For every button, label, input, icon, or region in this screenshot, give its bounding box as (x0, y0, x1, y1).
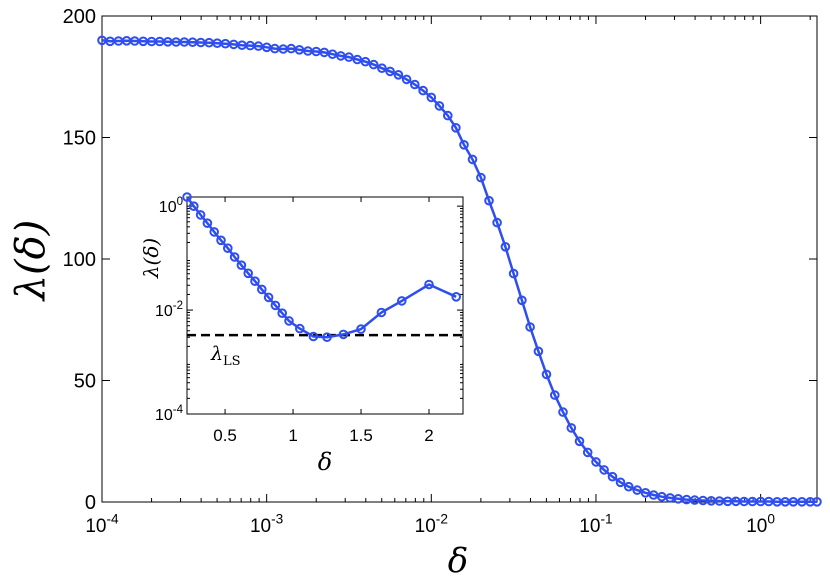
inset-y-ticks: 10-4 10-2 100 (155, 196, 463, 424)
main-data-point (377, 63, 387, 73)
inset-y-tick-label: 100 (159, 196, 183, 216)
main-x-tick-label: 10-4 (85, 511, 119, 537)
main-data-point (500, 242, 511, 252)
inset-x-tick-label: 0.5 (213, 426, 237, 445)
main-data-point (393, 70, 404, 80)
main-x-ticks: 10-4 10-3 10-2 10-1 100 (85, 16, 811, 537)
inset-data-point (216, 235, 226, 246)
inset-data-point (202, 218, 213, 228)
inset-data-point (284, 316, 294, 326)
main-data-point (467, 154, 478, 165)
inset-data-point (243, 268, 253, 279)
main-data-point (615, 477, 626, 488)
main-data-point (508, 268, 519, 279)
main-data-point (401, 74, 412, 85)
inset-y-tick-label: 10-4 (155, 404, 184, 424)
main-data-point (566, 423, 577, 433)
main-data-point (591, 457, 601, 467)
inset-series (182, 192, 462, 343)
main-series (97, 35, 822, 507)
main-data-point (418, 85, 428, 96)
main-y-axis-label: λ(δ) (8, 220, 54, 303)
main-data-point (451, 123, 461, 133)
main-y-tick-label: 0 (85, 492, 96, 514)
main-data-point (434, 101, 445, 111)
main-data-point (788, 497, 799, 507)
main-data-point (344, 52, 354, 62)
main-y-tick-label: 100 (63, 249, 96, 271)
inset-data-point (451, 292, 462, 302)
inset-data-point (263, 292, 274, 303)
inset-x-tick-label: 2 (424, 426, 433, 445)
main-y-tick-label: 200 (63, 6, 96, 28)
main-data-point (352, 54, 363, 65)
inset-data-point (308, 331, 319, 342)
inset-data-point (277, 308, 288, 319)
inset-data-point (182, 192, 192, 202)
main-data-point (360, 56, 371, 67)
inset-x-tick-label: 1 (288, 426, 297, 445)
main-x-tick-label: 10-1 (579, 511, 612, 537)
inset-data-point (195, 210, 206, 220)
main-data-point (599, 465, 609, 475)
main-y-tick-label: 50 (74, 371, 96, 393)
inset-data-point (322, 332, 332, 343)
main-data-point (632, 485, 643, 495)
inset-y-axis-label: λ(δ) (139, 238, 163, 279)
inset-series-line (185, 196, 457, 339)
inset-chart: 0.5 1 1.5 2 10-4 10-2 100 λLS δ λ(δ) (139, 192, 464, 476)
inset-data-point (397, 296, 407, 306)
main-data-point (426, 92, 437, 103)
main-data-point (558, 407, 568, 417)
inset-x-axis-label: δ (318, 448, 332, 476)
main-data-point (294, 45, 305, 55)
main-data-point (385, 66, 395, 77)
main-x-tick-label: 10-2 (415, 511, 448, 537)
inset-x-ticks: 0.5 1 1.5 2 (213, 197, 434, 445)
main-data-point (541, 369, 552, 380)
inset-y-tick-label: 10-2 (155, 300, 183, 320)
main-data-point (368, 59, 379, 70)
inset-data-point (223, 243, 233, 253)
main-data-point (517, 295, 527, 306)
main-data-point (327, 49, 338, 60)
main-data-point (459, 140, 469, 150)
inset-data-point (295, 323, 305, 334)
main-x-tick-label: 10-3 (250, 511, 283, 537)
inset-x-tick-label: 1.5 (349, 426, 373, 445)
main-data-point (812, 497, 822, 507)
main-data-point (484, 195, 494, 206)
inset-data-point (236, 260, 247, 271)
inset-data-point (424, 279, 434, 290)
main-x-axis-label: δ (448, 541, 468, 580)
main-data-point (582, 447, 593, 458)
main-data-point (607, 471, 618, 482)
inset-data-point (356, 324, 366, 334)
main-y-tick-label: 150 (63, 128, 96, 150)
inset-data-point (270, 300, 281, 311)
inset-data-point (257, 284, 267, 295)
inset-data-point (376, 307, 387, 318)
inset-data-point (189, 201, 199, 211)
main-data-point (574, 436, 585, 447)
main-data-point (550, 390, 560, 400)
inset-reference-line: λLS (187, 333, 463, 369)
main-data-point (640, 488, 651, 498)
inset-data-point (209, 227, 219, 237)
main-data-point (492, 217, 502, 228)
main-data-point (533, 346, 544, 357)
main-data-point (410, 79, 420, 90)
main-data-point (525, 322, 535, 332)
inset-data-point (338, 329, 349, 340)
main-data-point (476, 172, 486, 183)
inset-plot-frame (186, 196, 464, 415)
main-data-point (443, 110, 453, 121)
inset-data-point (250, 276, 260, 287)
inset-data-point (229, 252, 240, 262)
inset-reference-label: λLS (210, 343, 241, 369)
main-x-tick-label: 100 (746, 511, 775, 537)
main-data-point (623, 481, 634, 492)
main-y-ticks: 0 50 100 150 200 (63, 6, 817, 514)
